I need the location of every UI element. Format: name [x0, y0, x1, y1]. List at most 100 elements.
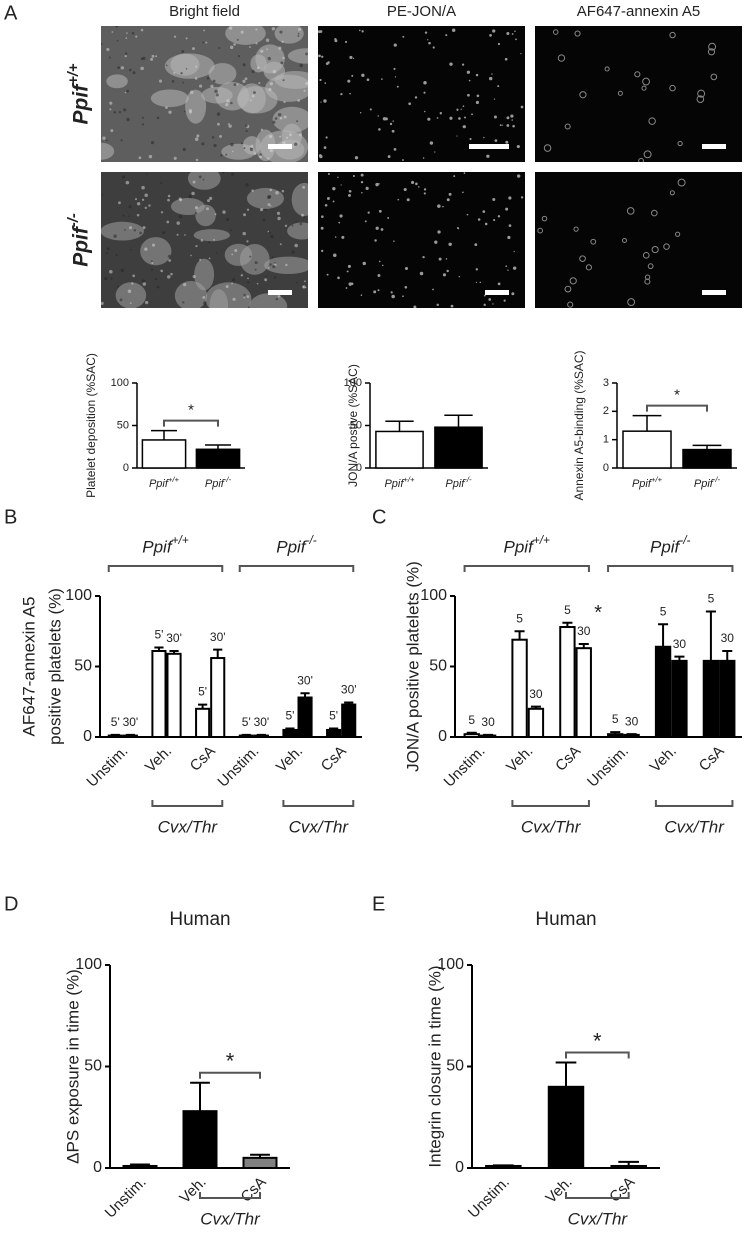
- fluorescent-spot: [557, 54, 566, 62]
- bar: [122, 1164, 158, 1169]
- fluorescent-spot: [638, 157, 644, 162]
- fluorescent-spot: [326, 197, 330, 200]
- texture: [276, 211, 281, 215]
- fluorescent-spot: [351, 74, 354, 77]
- texture: [240, 142, 243, 145]
- texture: [141, 198, 145, 201]
- texture: [302, 285, 305, 288]
- texture: [226, 218, 230, 221]
- fluorescent-spot: [327, 173, 330, 176]
- texture: [229, 229, 232, 232]
- error-bar: [125, 733, 135, 736]
- group-bracket: [463, 565, 590, 572]
- texture: [125, 37, 128, 39]
- texture: [243, 293, 246, 296]
- texture: [142, 282, 147, 286]
- texture: [254, 268, 257, 271]
- texture: [247, 277, 249, 280]
- fluorescent-spot: [520, 105, 524, 109]
- fluorescent-spot: [677, 178, 686, 187]
- fluorescent-spot: [361, 192, 363, 194]
- texture: [194, 137, 199, 141]
- fluorescent-spot: [341, 235, 345, 239]
- bar-label: 5: [468, 713, 475, 727]
- y-tick-label: 0: [123, 462, 129, 474]
- fluorescent-spot: [392, 120, 394, 122]
- texture: [277, 294, 281, 298]
- texture: [269, 204, 272, 207]
- fluorescent-spot: [462, 125, 466, 129]
- fluorescent-spot: [569, 277, 577, 285]
- fluorescent-spot: [332, 200, 335, 203]
- x-tick-label: CsA: [552, 743, 584, 775]
- platelet-aggregate: [185, 89, 207, 124]
- platelet-aggregate: [193, 229, 230, 242]
- bar-label: 30: [481, 715, 495, 729]
- texture: [146, 173, 148, 176]
- texture: [281, 40, 284, 43]
- texture: [225, 285, 229, 288]
- texture: [173, 71, 176, 74]
- fluorescent-spot: [669, 190, 675, 196]
- texture: [101, 193, 104, 196]
- texture: [109, 101, 113, 105]
- fluorescent-spot: [423, 192, 426, 195]
- texture: [131, 282, 134, 285]
- error-bar: [151, 429, 177, 440]
- y-tick-label: 100: [420, 587, 447, 604]
- texture: [283, 100, 286, 104]
- fluorescent-spot: [669, 84, 676, 92]
- texture: [246, 281, 250, 284]
- fluorescent-spot: [446, 269, 449, 273]
- fluorescent-spot: [697, 89, 706, 98]
- fluorescent-spot: [360, 180, 364, 184]
- texture: [150, 141, 155, 145]
- texture: [305, 82, 308, 85]
- error-bar: [241, 733, 251, 736]
- micrograph: [101, 26, 308, 162]
- error-bar: [198, 703, 208, 709]
- y-tick-label: 100: [111, 377, 129, 389]
- scale-bar: [485, 290, 509, 295]
- fluorescent-spot: [422, 255, 425, 259]
- bar: [719, 659, 736, 738]
- error-bar: [483, 733, 494, 736]
- fluorescent-spot: [627, 298, 636, 307]
- texture: [200, 239, 204, 242]
- texture: [182, 301, 185, 304]
- bar: [166, 652, 182, 738]
- texture: [139, 231, 142, 235]
- texture: [231, 172, 234, 176]
- texture: [108, 56, 111, 59]
- stimulus-bracket: [511, 800, 590, 807]
- texture: [213, 143, 217, 148]
- error-bar: [692, 444, 722, 450]
- texture: [203, 29, 206, 32]
- fluorescent-spot: [488, 298, 492, 301]
- fluorescent-spot: [573, 226, 579, 232]
- bar-label: 30': [254, 715, 270, 729]
- fluorescent-spot: [492, 197, 496, 201]
- texture: [125, 180, 130, 185]
- fluorescent-spot: [324, 82, 327, 84]
- bar: [182, 1110, 218, 1170]
- fluorescent-spot: [501, 124, 503, 126]
- fluorescent-spot: [511, 33, 514, 35]
- fluorescent-spot: [347, 79, 351, 83]
- texture: [251, 94, 255, 98]
- micrograph: [101, 172, 308, 308]
- fluorescent-spot: [352, 174, 356, 178]
- bar-label: 30: [529, 687, 543, 701]
- platelet-aggregate: [215, 81, 250, 111]
- fluorescent-spot: [434, 240, 438, 244]
- x-tick-label: Ppif+/+: [384, 475, 415, 490]
- texture: [304, 280, 306, 283]
- texture: [208, 257, 211, 260]
- fluorescent-spot: [340, 184, 342, 186]
- fluorescent-spot: [475, 73, 479, 77]
- fluorescent-spot: [499, 124, 502, 126]
- fluorescent-spot: [497, 42, 501, 46]
- fluorescent-spot: [349, 92, 351, 95]
- texture: [267, 203, 271, 206]
